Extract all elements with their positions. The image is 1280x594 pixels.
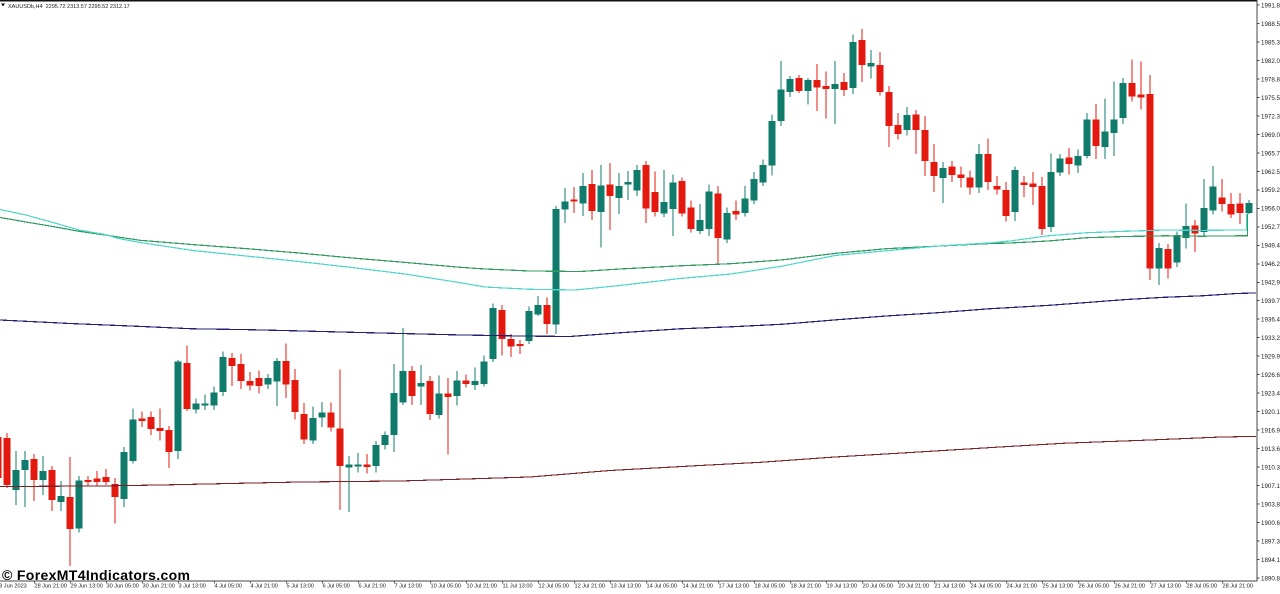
svg-text:6 Jul 21:00: 6 Jul 21:00 xyxy=(359,584,386,590)
svg-text:1956.00: 1956.00 xyxy=(1261,206,1280,213)
svg-text:17 Jul 13:00: 17 Jul 13:00 xyxy=(719,584,749,590)
svg-text:4 Jul 05:00: 4 Jul 05:00 xyxy=(215,584,242,590)
svg-text:1933.20: 1933.20 xyxy=(1261,335,1280,342)
svg-text:20 Jul 05:00: 20 Jul 05:00 xyxy=(863,584,893,590)
svg-text:14 Jul 05:00: 14 Jul 05:00 xyxy=(647,584,677,590)
svg-text:20 Jul 21:00: 20 Jul 21:00 xyxy=(899,584,929,590)
svg-text:1946.20: 1946.20 xyxy=(1261,261,1280,268)
svg-text:1969.00: 1969.00 xyxy=(1261,132,1280,139)
svg-text:26 Jul 05:00: 26 Jul 05:00 xyxy=(1079,584,1109,590)
svg-text:4 Jul 21:00: 4 Jul 21:00 xyxy=(251,584,278,590)
svg-text:1975.55: 1975.55 xyxy=(1261,95,1280,102)
svg-text:1897.35: 1897.35 xyxy=(1261,538,1280,545)
svg-text:30 Jun 05:00: 30 Jun 05:00 xyxy=(107,584,139,590)
svg-text:1926.65: 1926.65 xyxy=(1261,372,1280,379)
svg-text:19 Jul 13:00: 19 Jul 13:00 xyxy=(827,584,857,590)
svg-text:1949.45: 1949.45 xyxy=(1261,243,1280,250)
svg-text:XAUUSDb,H4 2295.72 2313.57 22: XAUUSDb,H4 2295.72 2313.57 2295.52 2312.… xyxy=(8,4,130,10)
svg-text:1900.60: 1900.60 xyxy=(1261,520,1280,527)
svg-text:1929.90: 1929.90 xyxy=(1261,354,1280,361)
svg-text:27 Jul 13:00: 27 Jul 13:00 xyxy=(1151,584,1181,590)
svg-text:10 Jul 21:00: 10 Jul 21:00 xyxy=(467,584,497,590)
svg-text:1985.30: 1985.30 xyxy=(1261,39,1280,46)
svg-text:© ForexMT4Indicators.com: © ForexMT4Indicators.com xyxy=(2,567,190,583)
svg-text:1978.80: 1978.80 xyxy=(1261,76,1280,83)
svg-text:1936.45: 1936.45 xyxy=(1261,317,1280,324)
svg-text:14 Jul 21:00: 14 Jul 21:00 xyxy=(683,584,713,590)
svg-text:1959.25: 1959.25 xyxy=(1261,187,1280,194)
svg-text:1923.40: 1923.40 xyxy=(1261,391,1280,398)
svg-text:1962.50: 1962.50 xyxy=(1261,169,1280,176)
svg-text:28 Jul 21:00: 28 Jul 21:00 xyxy=(1223,584,1253,590)
svg-text:1988.55: 1988.55 xyxy=(1261,21,1280,28)
svg-text:1890.80: 1890.80 xyxy=(1261,575,1280,582)
svg-text:24 Jul 21:00: 24 Jul 21:00 xyxy=(1007,584,1037,590)
svg-text:1916.90: 1916.90 xyxy=(1261,428,1280,435)
svg-text:1991.85: 1991.85 xyxy=(1261,2,1280,9)
svg-text:28 Jul 05:00: 28 Jul 05:00 xyxy=(1187,584,1217,590)
svg-text:18 Jul 05:00: 18 Jul 05:00 xyxy=(755,584,785,590)
svg-text:1952.75: 1952.75 xyxy=(1261,224,1280,231)
svg-text:1972.30: 1972.30 xyxy=(1261,113,1280,120)
svg-text:18 Jul 21:00: 18 Jul 21:00 xyxy=(791,584,821,590)
svg-text:6 Jul 05:00: 6 Jul 05:00 xyxy=(323,584,350,590)
svg-text:7 Jul 13:00: 7 Jul 13:00 xyxy=(395,584,422,590)
svg-text:25 Jul 13:00: 25 Jul 13:00 xyxy=(1043,584,1073,590)
svg-text:5 Jul 13:00: 5 Jul 13:00 xyxy=(287,584,314,590)
svg-text:1910.35: 1910.35 xyxy=(1261,465,1280,472)
svg-text:11 Jul 13:00: 11 Jul 13:00 xyxy=(503,584,533,590)
svg-text:12 Jul 21:00: 12 Jul 21:00 xyxy=(575,584,605,590)
svg-text:12 Jul 05:00: 12 Jul 05:00 xyxy=(539,584,569,590)
svg-text:1907.10: 1907.10 xyxy=(1261,483,1280,490)
svg-text:1913.65: 1913.65 xyxy=(1261,446,1280,453)
svg-text:1920.15: 1920.15 xyxy=(1261,409,1280,416)
svg-text:24 Jul 05:00: 24 Jul 05:00 xyxy=(971,584,1001,590)
svg-text:1939.70: 1939.70 xyxy=(1261,298,1280,305)
svg-text:26 Jul 21:00: 26 Jul 21:00 xyxy=(1115,584,1145,590)
svg-text:1894.10: 1894.10 xyxy=(1261,557,1280,564)
svg-text:10 Jul 05:00: 10 Jul 05:00 xyxy=(431,584,461,590)
svg-text:1942.95: 1942.95 xyxy=(1261,280,1280,287)
svg-text:21 Jul 13:00: 21 Jul 13:00 xyxy=(935,584,965,590)
svg-text:13 Jul 13:00: 13 Jul 13:00 xyxy=(611,584,641,590)
svg-text:3 Jul 13:00: 3 Jul 13:00 xyxy=(179,584,206,590)
svg-text:28 Jun 2023: 28 Jun 2023 xyxy=(0,584,27,590)
svg-text:28 Jun 21:00: 28 Jun 21:00 xyxy=(35,584,67,590)
svg-text:1903.85: 1903.85 xyxy=(1261,502,1280,509)
svg-text:30 Jun 21:00: 30 Jun 21:00 xyxy=(143,584,175,590)
svg-text:1965.75: 1965.75 xyxy=(1261,150,1280,157)
svg-text:1982.05: 1982.05 xyxy=(1261,58,1280,65)
svg-text:29 Jun 13:00: 29 Jun 13:00 xyxy=(71,584,103,590)
